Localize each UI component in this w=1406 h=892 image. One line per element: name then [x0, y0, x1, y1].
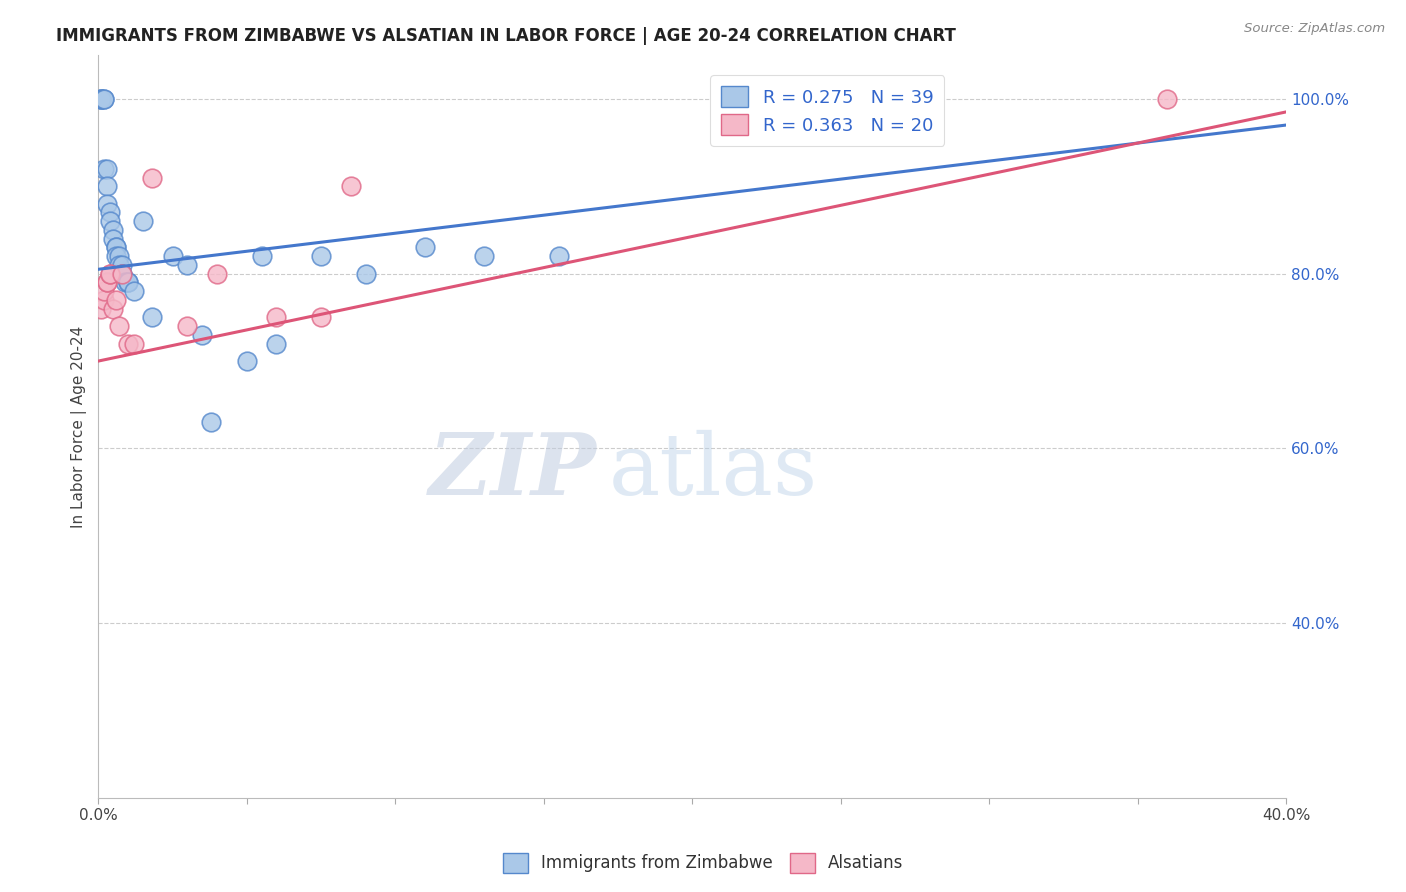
Text: atlas: atlas [609, 430, 818, 513]
Point [98, 214, 121, 228]
Point [132, 214, 155, 228]
Point [413, 240, 436, 254]
Point [111, 267, 134, 281]
Point [103, 223, 125, 237]
Point [103, 301, 125, 316]
Point [547, 249, 569, 263]
Point [114, 276, 136, 290]
Point [90, 301, 112, 316]
Point [108, 249, 131, 263]
Point [103, 232, 125, 246]
Point [236, 354, 259, 368]
Point [141, 170, 163, 185]
Point [90, 92, 112, 106]
Point [108, 258, 131, 272]
Point [472, 249, 495, 263]
Point [266, 310, 288, 325]
Point [191, 327, 214, 342]
Point [105, 240, 128, 254]
Point [98, 267, 121, 281]
Point [176, 258, 198, 272]
Point [111, 258, 134, 272]
Point [122, 284, 145, 298]
Point [266, 336, 288, 351]
Point [108, 319, 131, 334]
Point [309, 249, 332, 263]
Point [96, 161, 118, 176]
Point [250, 249, 273, 263]
Point [96, 276, 118, 290]
Point [122, 336, 145, 351]
Point [93, 284, 115, 298]
Point [90, 92, 112, 106]
Point [96, 179, 118, 194]
Point [93, 161, 115, 176]
Point [339, 179, 361, 194]
Point [111, 267, 134, 281]
Point [200, 415, 222, 429]
Point [141, 310, 163, 325]
Point [162, 249, 184, 263]
Point [93, 293, 115, 307]
Text: ZIP: ZIP [429, 429, 598, 513]
Legend: R = 0.275   N = 39, R = 0.363   N = 20: R = 0.275 N = 39, R = 0.363 N = 20 [710, 75, 945, 146]
Point [117, 336, 139, 351]
Text: Source: ZipAtlas.com: Source: ZipAtlas.com [1244, 22, 1385, 36]
Point [96, 196, 118, 211]
Point [176, 319, 198, 334]
Point [354, 267, 377, 281]
Point [105, 293, 128, 307]
Point [105, 240, 128, 254]
Point [117, 276, 139, 290]
Point [105, 249, 128, 263]
Point [111, 267, 134, 281]
Point [96, 276, 118, 290]
Point [93, 92, 115, 106]
Y-axis label: In Labor Force | Age 20-24: In Labor Force | Age 20-24 [72, 326, 87, 528]
Text: IMMIGRANTS FROM ZIMBABWE VS ALSATIAN IN LABOR FORCE | AGE 20-24 CORRELATION CHAR: IMMIGRANTS FROM ZIMBABWE VS ALSATIAN IN … [56, 27, 956, 45]
Point [98, 205, 121, 219]
Legend: Immigrants from Zimbabwe, Alsatians: Immigrants from Zimbabwe, Alsatians [496, 847, 910, 880]
Point [90, 92, 112, 106]
Point [117, 276, 139, 290]
Point [93, 92, 115, 106]
Point [98, 267, 121, 281]
Point [309, 310, 332, 325]
Point [1156, 92, 1178, 106]
Point [205, 267, 228, 281]
